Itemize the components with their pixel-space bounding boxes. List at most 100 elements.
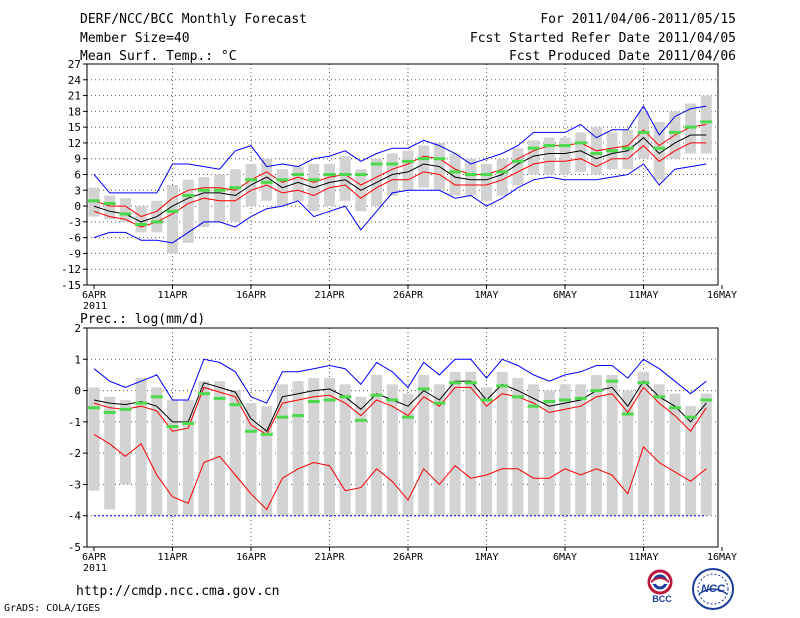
precip-range-box xyxy=(324,378,335,516)
temp-range-box xyxy=(182,179,194,243)
grads-credit: GrADS: COLA/IGES xyxy=(4,603,101,614)
precip-range-box xyxy=(653,384,665,516)
precip-range-box xyxy=(182,399,194,516)
temp-ytick-label: -9 xyxy=(68,247,81,260)
temp-range-box xyxy=(135,206,147,233)
temp-xtick-label: 16MAY xyxy=(707,290,737,301)
temp-ensemble-max-line xyxy=(93,105,707,194)
temp-range-box xyxy=(119,198,131,222)
variable-label: Mean Surf. Temp.: °C xyxy=(80,49,237,64)
bcc-logo-text: BCC xyxy=(652,594,672,604)
precip-range-box xyxy=(167,399,178,516)
precip-range-box xyxy=(449,371,461,516)
chart-title: DERF/NCC/BCC Monthly Forecast xyxy=(80,12,307,27)
temp-range-box xyxy=(104,195,116,220)
temp-ytick-label: 18 xyxy=(68,105,81,118)
precip-ytick-label: 0 xyxy=(74,385,81,398)
precip-range-box xyxy=(669,393,681,516)
temp-xtick-label: 1MAY xyxy=(474,290,498,301)
temp-range-box xyxy=(402,150,414,191)
precip-xtick-label: 21APR xyxy=(314,552,345,563)
temp-ytick-label: 21 xyxy=(68,90,81,103)
precip-range-box xyxy=(276,384,288,516)
temp-xtick-label: 21APR xyxy=(314,290,345,301)
temp-xtick-label: 16APR xyxy=(236,290,267,301)
precip-ytick-label: -1 xyxy=(68,416,81,429)
precip-range-box xyxy=(308,378,320,516)
precip-xtick-label: 16MAY xyxy=(707,552,737,563)
temp-range-box xyxy=(261,158,273,201)
bcc-logo: BCC xyxy=(640,569,684,605)
precip-range-box xyxy=(559,384,571,516)
source-url[interactable]: http://cmdp.ncc.cma.gov.cn xyxy=(76,584,280,599)
precip-ytick-label: 1 xyxy=(74,353,81,366)
temp-range-box xyxy=(449,153,461,196)
precip-range-box xyxy=(371,374,383,516)
temp-ytick-label: 3 xyxy=(74,184,81,197)
precip-range-box xyxy=(386,384,398,516)
temp-range-box xyxy=(292,166,304,201)
temp-xtick-label: 6MAY xyxy=(553,290,577,301)
precip-xtick-label: 26APR xyxy=(393,552,424,563)
temp-range-box xyxy=(324,163,335,207)
temp-ytick-label: -6 xyxy=(68,232,81,245)
temp-ytick-label: 15 xyxy=(68,121,81,134)
temp-upper-spread-line xyxy=(93,124,707,218)
precip-range-box xyxy=(606,374,618,516)
forecast-period: For 2011/04/06-2011/05/15 xyxy=(540,12,736,27)
ncc-logo: NCC xyxy=(690,566,736,612)
precip-range-box xyxy=(135,378,147,516)
temp-range-box xyxy=(465,158,477,196)
precip-range-box xyxy=(229,390,241,516)
precip-range-box xyxy=(590,374,602,516)
ncc-logo-text: NCC xyxy=(701,583,725,595)
precip-range-box xyxy=(543,390,555,516)
precip-ytick-label: -2 xyxy=(68,447,81,460)
precip-lower-spread-line xyxy=(93,433,707,511)
precip-ytick-label: -5 xyxy=(68,541,81,554)
temp-xtick-label: 26APR xyxy=(393,290,424,301)
precip-ytick-label: 2 xyxy=(74,322,81,335)
precip-range-box xyxy=(214,381,226,516)
temp-ensemble-min-line xyxy=(93,163,707,244)
temp-lower-spread-line xyxy=(93,142,707,228)
temp-ytick-label: 24 xyxy=(68,74,82,87)
precip-range-box xyxy=(245,403,257,516)
temp-ytick-label: -12 xyxy=(61,263,81,276)
precip-range-box xyxy=(638,371,649,516)
start-date: Fcst Started Refer Date 2011/04/05 xyxy=(469,31,736,46)
precip-upper-spread-line xyxy=(93,386,707,436)
temp-range-box xyxy=(214,174,226,222)
precip-range-box xyxy=(402,393,414,516)
precip-ensemble-mean-line xyxy=(93,380,707,432)
precip-range-box xyxy=(700,393,712,516)
precip-range-box xyxy=(355,396,367,516)
temp-xtick-label: 11APR xyxy=(157,290,188,301)
precip-ytick-label: -3 xyxy=(68,478,81,491)
precip-range-box xyxy=(261,406,273,516)
temp-range-box xyxy=(418,145,430,188)
temp-range-box xyxy=(638,111,649,159)
precip-range-box xyxy=(685,406,697,516)
precip-frame xyxy=(86,327,719,548)
temp-ensemble-mean-line xyxy=(93,134,707,223)
temp-range-box xyxy=(559,137,571,175)
temp-range-box xyxy=(167,185,178,254)
produced-date: Fcst Produced Date 2011/04/06 xyxy=(509,49,736,64)
precip-xtick-label: 16APR xyxy=(236,552,267,563)
temp-range-box xyxy=(528,140,540,175)
temp-range-box xyxy=(543,137,555,175)
temp-year-label: 2011 xyxy=(83,301,107,312)
precip-range-box xyxy=(88,387,100,491)
precip-xtick-label: 6APR xyxy=(82,552,107,563)
precip-range-box xyxy=(575,384,587,516)
precip-range-box xyxy=(151,387,163,516)
precip-range-box xyxy=(622,390,634,516)
precip-range-box xyxy=(433,384,445,516)
temp-range-box xyxy=(512,148,524,186)
precip-range-box xyxy=(418,374,430,516)
precip-range-box xyxy=(119,399,131,485)
temp-ytick-label: 9 xyxy=(74,153,81,166)
temp-range-box xyxy=(198,177,210,228)
